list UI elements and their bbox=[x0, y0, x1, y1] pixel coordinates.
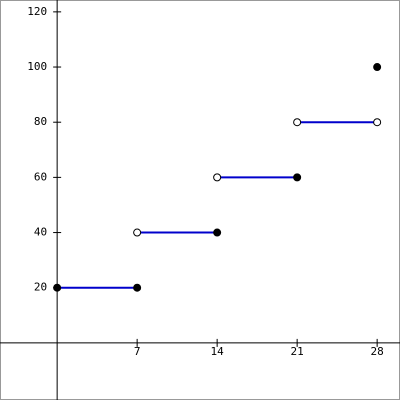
x-tick-label: 28 bbox=[371, 345, 384, 358]
open-endpoint bbox=[293, 118, 302, 127]
open-endpoint bbox=[373, 118, 382, 127]
x-tick-label: 21 bbox=[291, 345, 304, 358]
x-tick-label: 14 bbox=[211, 345, 225, 358]
closed-endpoint bbox=[133, 283, 142, 292]
y-tick-label: 60 bbox=[34, 170, 47, 183]
y-tick-label: 80 bbox=[34, 115, 47, 128]
closed-endpoint bbox=[293, 173, 302, 182]
open-endpoint bbox=[133, 228, 142, 237]
closed-endpoint bbox=[213, 228, 222, 237]
y-tick-label: 120 bbox=[27, 5, 47, 18]
y-tick-label: 20 bbox=[34, 281, 47, 294]
closed-endpoint bbox=[53, 283, 62, 292]
closed-endpoint bbox=[373, 63, 382, 72]
open-endpoint bbox=[213, 173, 222, 182]
y-tick-label: 40 bbox=[34, 226, 47, 239]
x-tick-label: 7 bbox=[134, 345, 141, 358]
y-tick-label: 100 bbox=[27, 60, 47, 73]
